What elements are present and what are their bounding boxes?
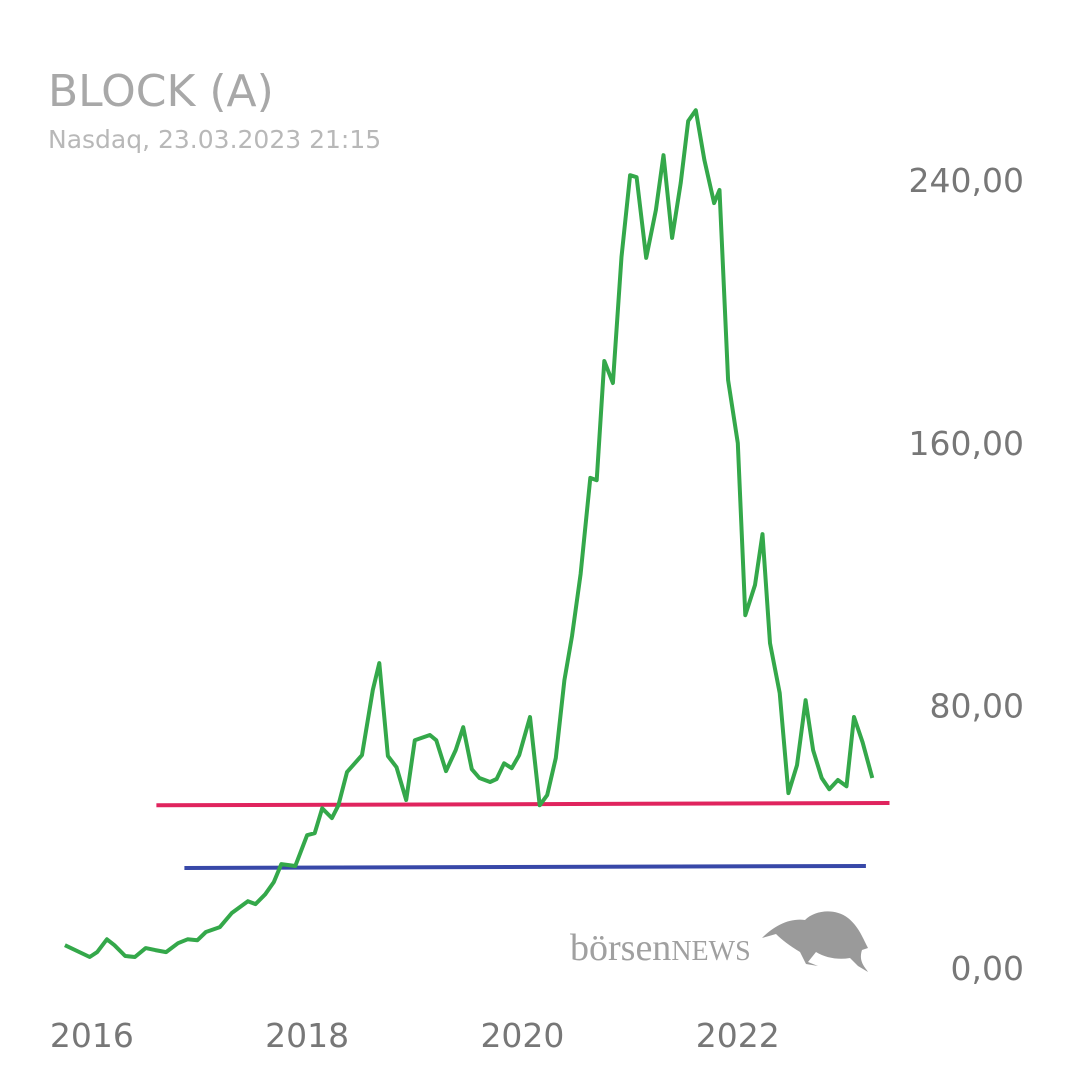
x-tick-label: 2022: [696, 1016, 780, 1055]
x-tick-label: 2018: [265, 1016, 349, 1055]
watermark-text: börsenNEWS: [570, 927, 751, 969]
y-tick-label: 160,00: [909, 424, 1024, 463]
chart-subtitle: Nasdaq, 23.03.2023 21:15: [48, 125, 381, 154]
support-line: [184, 864, 866, 870]
x-tick-label: 2020: [480, 1016, 564, 1055]
y-tick-label: 0,00: [951, 949, 1024, 988]
support-line: [156, 801, 890, 808]
chart-title: BLOCK (A): [48, 66, 274, 117]
watermark: börsenNEWS: [570, 911, 868, 972]
watermark-suffix: NEWS: [671, 936, 750, 967]
watermark-bull: [762, 911, 868, 972]
price-line: [64, 108, 875, 959]
watermark-prefix: börsen: [570, 927, 671, 969]
x-tick-label: 2016: [50, 1016, 134, 1055]
y-tick-label: 80,00: [930, 686, 1024, 725]
y-tick-label: 240,00: [909, 161, 1024, 200]
